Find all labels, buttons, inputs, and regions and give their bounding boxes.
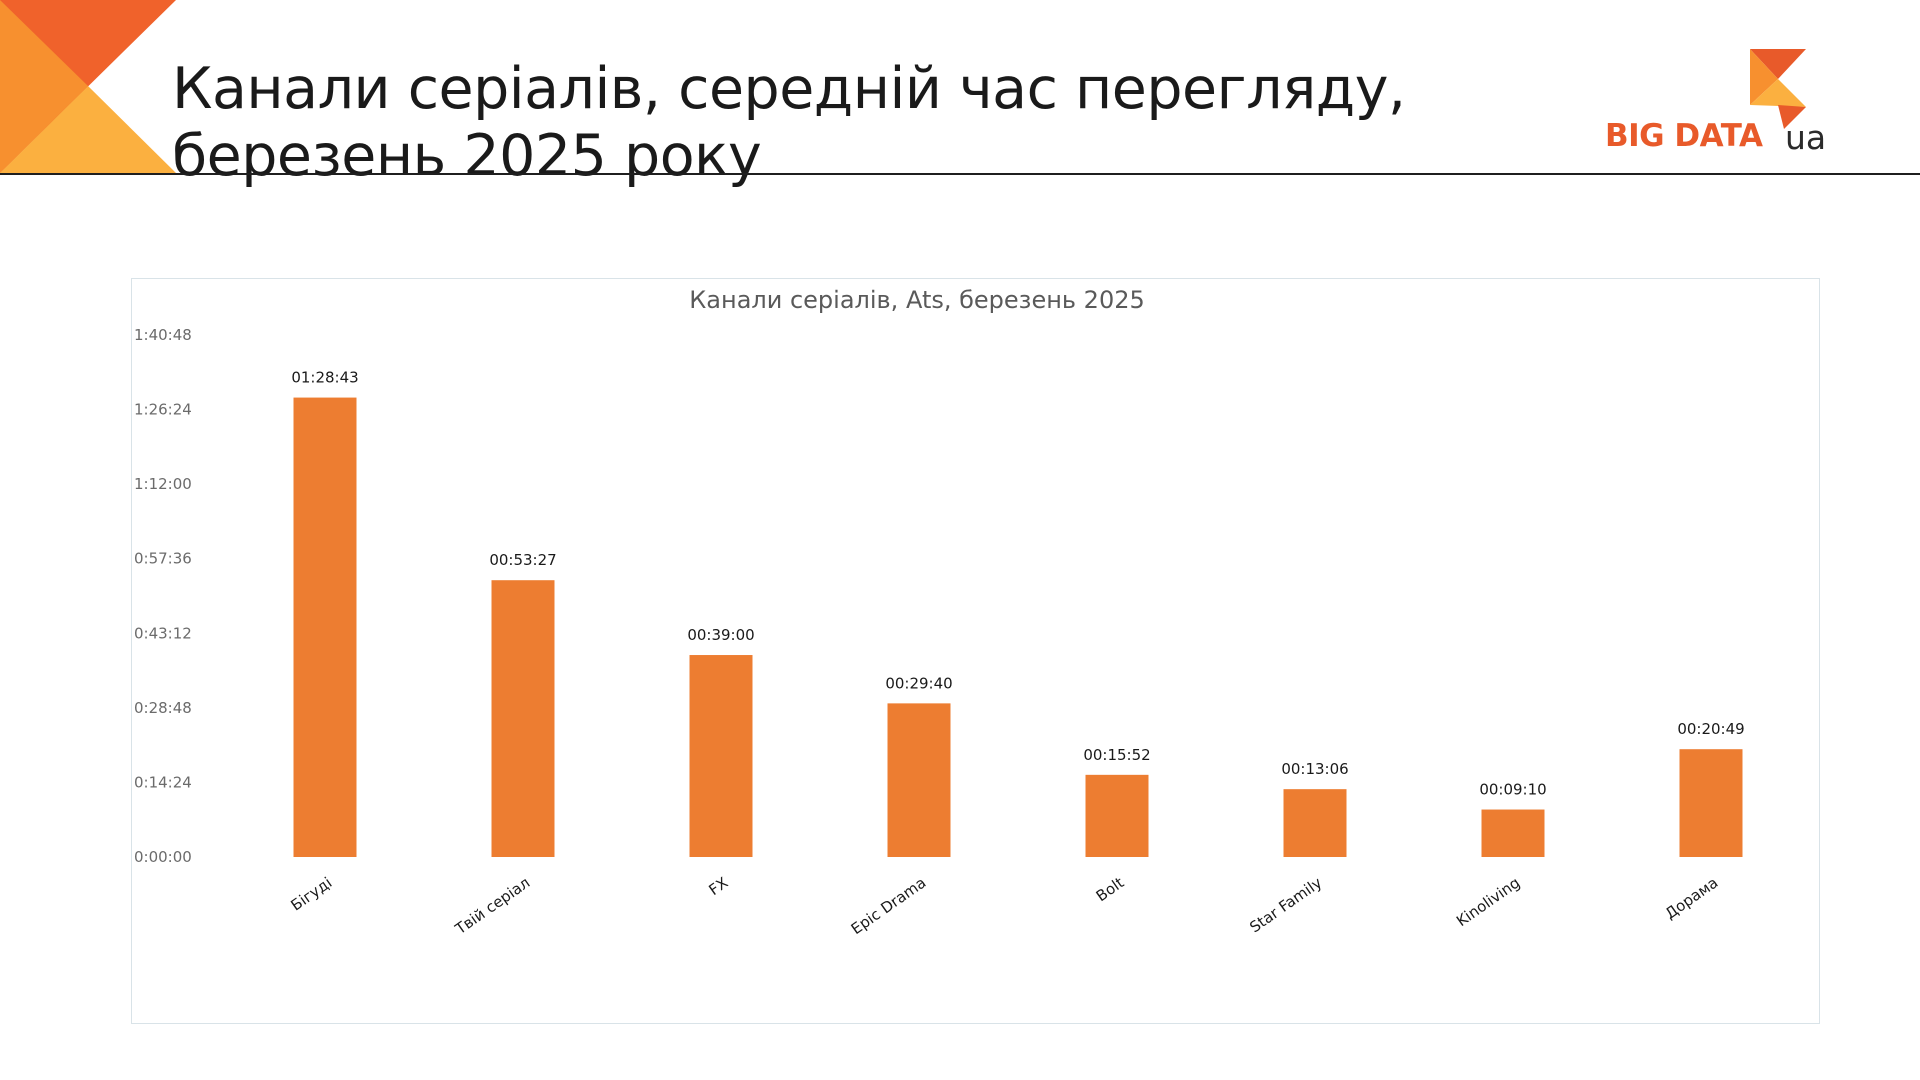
y-tick-label: 0:28:48 <box>134 699 192 717</box>
logo-mark-icon <box>1750 49 1806 129</box>
x-tick-label: Star Family <box>1246 873 1325 936</box>
x-tick-label: Бігуді <box>287 874 335 915</box>
bar <box>1283 789 1347 857</box>
chart-title: Канали серіалів, Ats, березень 2025 <box>689 286 1145 314</box>
bar <box>887 703 951 857</box>
bar <box>1481 809 1545 857</box>
data-label: 00:29:40 <box>885 674 952 692</box>
y-tick-label: 0:57:36 <box>134 550 192 568</box>
x-tick-label: Дорама <box>1662 874 1722 923</box>
corner-decoration <box>0 0 176 173</box>
bar <box>293 397 357 857</box>
y-tick-label: 1:40:48 <box>134 326 192 344</box>
x-tick-label: Bolt <box>1093 873 1128 905</box>
data-label: 01:28:43 <box>291 369 358 387</box>
data-label: 00:39:00 <box>687 626 754 644</box>
x-tick-label: Epic Drama <box>848 874 930 939</box>
data-label: 00:13:06 <box>1281 760 1348 778</box>
data-label: 00:09:10 <box>1479 781 1546 799</box>
x-tick-label: FX <box>705 874 731 900</box>
bar <box>1679 749 1743 857</box>
data-label: 00:20:49 <box>1677 720 1744 738</box>
chart-frame <box>131 278 1820 1024</box>
corner-light-triangle <box>0 86 176 173</box>
bar <box>491 580 555 857</box>
y-tick-label: 0:14:24 <box>134 773 192 791</box>
bar <box>689 655 753 857</box>
page-title-line-2: березень 2025 року <box>172 123 762 190</box>
page-title-line-1: Канали серіалів, середній час перегляду, <box>172 56 1406 123</box>
data-label: 00:15:52 <box>1083 746 1150 764</box>
y-tick-label: 0:43:12 <box>134 624 192 642</box>
y-tick-label: 1:26:24 <box>134 401 192 419</box>
x-tick-label: Твій серіал <box>451 874 533 939</box>
logo-text: BIG DATA <box>1605 118 1763 154</box>
page-title: Канали серіалів, середній час перегляду,… <box>172 56 1406 190</box>
bar <box>1085 774 1149 857</box>
corner-mid-triangle <box>0 0 88 173</box>
big-data-logo: BIG DATA ua <box>1605 46 1835 158</box>
y-tick-label: 0:00:00 <box>134 848 192 866</box>
y-tick-label: 1:12:00 <box>134 475 192 493</box>
logo-suffix: ua <box>1785 118 1827 157</box>
header-divider <box>0 173 1920 175</box>
data-label: 00:53:27 <box>489 551 556 569</box>
x-tick-label: Kinoliving <box>1453 874 1523 931</box>
